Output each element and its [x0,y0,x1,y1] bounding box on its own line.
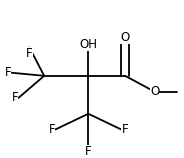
Text: F: F [121,123,128,136]
Text: F: F [12,91,18,104]
Text: O: O [121,31,130,44]
Text: F: F [49,123,55,136]
Text: OH: OH [79,38,97,51]
Text: O: O [150,85,159,98]
Text: F: F [26,47,33,60]
Text: F: F [4,66,11,79]
Text: F: F [85,145,92,158]
